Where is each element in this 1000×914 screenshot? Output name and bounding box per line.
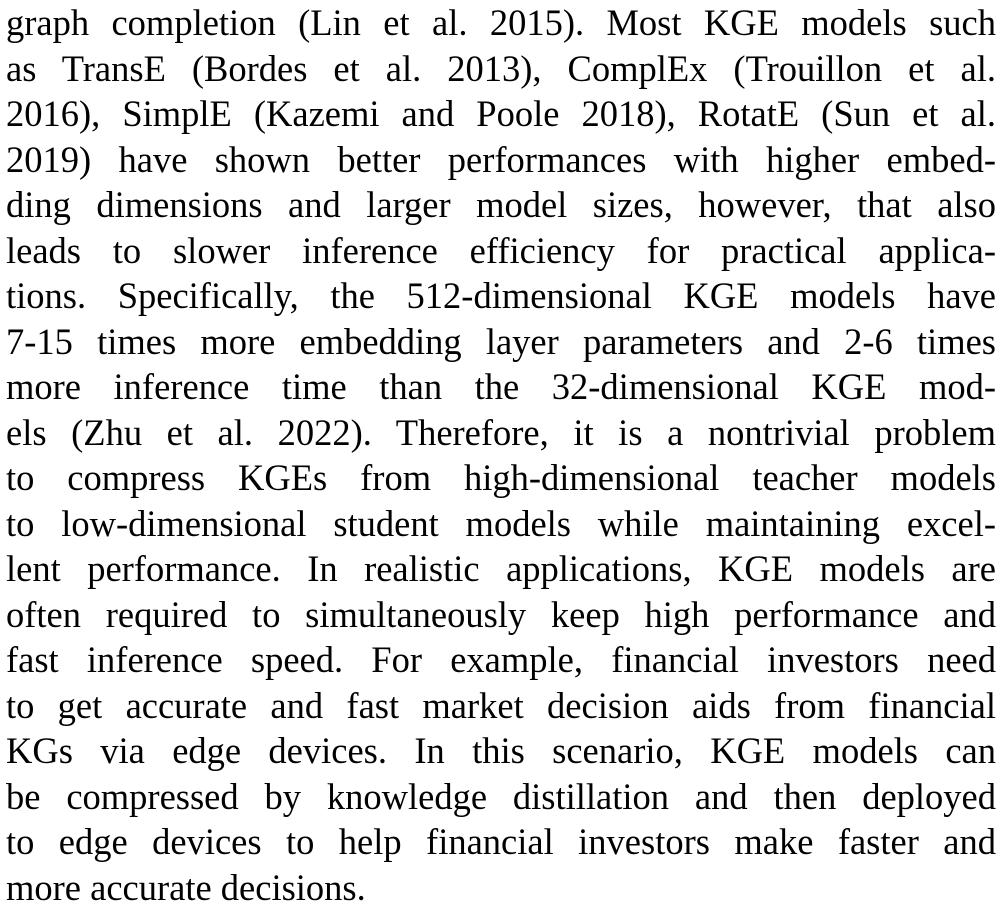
text-line: lent performance. In realistic applicati… [6, 548, 996, 589]
text-line: as TransE (Bordes et al. 2013), ComplEx … [6, 47, 996, 89]
text-line: 7-15 times more embedding layer paramete… [6, 320, 996, 362]
text-line: KGs via edge devices. In this scenario, … [6, 730, 996, 771]
text-line: tions. Specifically, the 512-dimensional… [6, 275, 996, 316]
text-line: ding dimensions and larger model sizes, … [6, 184, 996, 225]
text-line: to get accurate and fast market decision… [6, 684, 996, 726]
paper-paragraph: graph completion (Lin et al. 2015). Most… [6, 0, 996, 910]
text-line: often required to simultaneously keep hi… [6, 593, 996, 635]
text-line: to compress KGEs from high-dimensional t… [6, 457, 996, 498]
text-line: fast inference speed. For example, finan… [6, 639, 996, 680]
text-line: 2016), SimplE (Kazemi and Poole 2018), R… [6, 93, 996, 134]
text-line: 2019) have shown better performances wit… [6, 138, 996, 180]
text-line: leads to slower inference efficiency for… [6, 229, 996, 271]
text-line-last: more accurate decisions. [6, 866, 366, 908]
text-line: to edge devices to help financial invest… [6, 821, 996, 862]
text-line: els (Zhu et al. 2022). Therefore, it is … [6, 411, 996, 453]
text-line: be compressed by knowledge distillation … [6, 775, 996, 817]
text-line: to low-dimensional student models while … [6, 502, 996, 544]
text-line: graph completion (Lin et al. 2015). Most… [6, 2, 996, 43]
text-line: more inference time than the 32-dimensio… [6, 366, 996, 407]
